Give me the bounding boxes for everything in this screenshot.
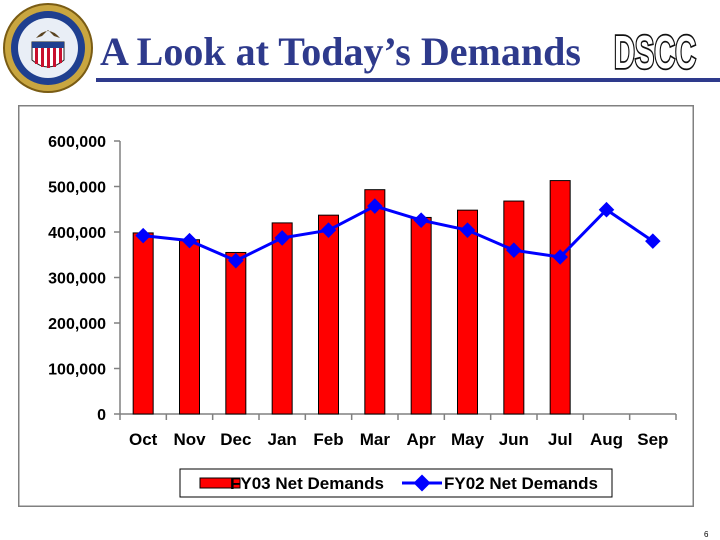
x-tick-label: Feb bbox=[313, 430, 343, 449]
legend-label-fy03: FY03 Net Demands bbox=[230, 474, 384, 493]
x-tick-label: Mar bbox=[360, 430, 391, 449]
bar-apr bbox=[410, 216, 432, 415]
title-underline bbox=[96, 78, 720, 82]
bar-dec bbox=[225, 251, 247, 415]
bar-jul bbox=[549, 180, 571, 415]
x-tick-label: Jun bbox=[499, 430, 529, 449]
dscc-logo: DSCC bbox=[612, 24, 698, 78]
point-sep bbox=[645, 233, 661, 249]
bar-may bbox=[457, 209, 478, 415]
point-dec bbox=[228, 252, 244, 269]
point-nov bbox=[181, 232, 198, 249]
dla-seal-logo bbox=[3, 3, 93, 93]
demands-chart: 0 100,000 200,000 300,000 400,000 500,000 600,… bbox=[18, 105, 694, 507]
x-tick-label: Sep bbox=[637, 430, 668, 449]
x-tick-label: Jan bbox=[268, 430, 297, 449]
y-tick-label: 0 bbox=[97, 407, 106, 424]
legend-label-fy02: FY02 Net Demands bbox=[444, 474, 598, 493]
dscc-logo-text: DSCC bbox=[614, 26, 696, 78]
y-tick-label: 600,000 bbox=[48, 134, 106, 151]
page-number: 6 bbox=[704, 530, 709, 539]
bar-jun bbox=[503, 200, 525, 415]
bar-jan bbox=[271, 222, 293, 415]
chart-border bbox=[18, 105, 694, 507]
y-tick-label: 300,000 bbox=[48, 271, 106, 288]
x-tick-label: Oct bbox=[129, 430, 158, 449]
legend-swatch-fy03 bbox=[199, 477, 241, 489]
y-tick-label: 100,000 bbox=[48, 362, 106, 379]
x-tick-label: Aug bbox=[590, 430, 623, 449]
x-tick-label: Nov bbox=[173, 430, 206, 449]
bar-mar bbox=[364, 189, 386, 415]
y-tick-label: 400,000 bbox=[48, 225, 106, 242]
x-tick-label: Apr bbox=[407, 430, 437, 449]
bar-nov bbox=[179, 239, 200, 415]
point-jan bbox=[274, 230, 290, 246]
x-tick-label: Jul bbox=[548, 430, 573, 449]
legend-marker-fy02 bbox=[413, 474, 431, 492]
legend: FY03 Net Demands FY02 Net Demands bbox=[179, 468, 613, 498]
bar-feb bbox=[318, 214, 339, 415]
legend-box bbox=[179, 468, 613, 498]
fy02-line bbox=[143, 204, 654, 263]
point-jun bbox=[506, 242, 522, 258]
slide-title: A Look at Today’s Demands bbox=[100, 29, 581, 74]
bar-oct bbox=[132, 232, 154, 415]
y-axis: 0 100,000 200,000 300,000 400,000 500,000 600,… bbox=[48, 134, 121, 424]
y-tick-label: 200,000 bbox=[48, 316, 106, 333]
x-tick-label: Dec bbox=[220, 430, 251, 449]
x-axis: Oct Nov Dec Jan Feb Mar Apr May Jun Jul Aug Sep bbox=[119, 413, 677, 449]
y-tick-label: 500,000 bbox=[48, 180, 106, 197]
x-tick-label: May bbox=[451, 430, 485, 449]
